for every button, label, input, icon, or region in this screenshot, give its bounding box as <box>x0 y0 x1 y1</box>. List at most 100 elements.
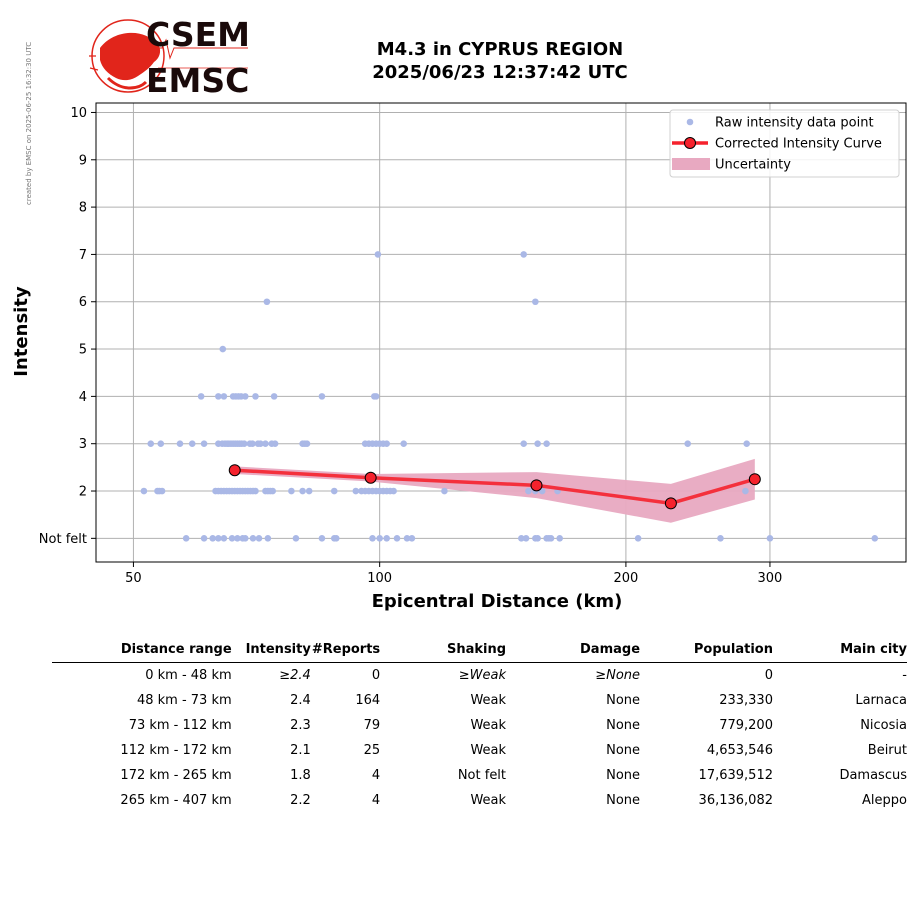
table-row: 172 km - 265 km 1.8 4 Not felt None 17,6… <box>52 763 907 788</box>
cell-reports: 4 <box>371 768 381 783</box>
cell-city: Aleppo <box>862 793 907 808</box>
legend-entry-label: Raw intensity data point <box>715 116 874 131</box>
raw-data-point <box>520 440 528 448</box>
legend-box <box>669 109 900 178</box>
cell-intensity: ≥2.4 <box>279 668 311 683</box>
cell-intensity: 2.4 <box>290 693 311 708</box>
cell-damage: None <box>606 693 641 708</box>
raw-data-point <box>215 535 222 542</box>
header-main-city: Main city <box>772 640 907 663</box>
raw-data-point <box>532 298 539 306</box>
legend-curve-marker <box>684 137 696 149</box>
legend-entry-label: Uncertainty <box>715 158 791 173</box>
cell-damage: None <box>606 793 641 808</box>
cell-shaking: Weak <box>470 693 507 708</box>
cell-damage: None <box>606 768 641 783</box>
raw-data-point <box>305 487 313 495</box>
raw-data-point <box>400 440 408 448</box>
raw-data-point <box>197 393 205 400</box>
raw-data-point <box>518 535 525 542</box>
raw-data-point <box>634 535 642 542</box>
cell-range: 73 km - 112 km <box>128 718 232 733</box>
cell-intensity: 2.1 <box>290 743 311 758</box>
raw-data-point <box>147 440 155 448</box>
table-header-row: Distance range Intensity #Reports Shakin… <box>52 640 907 663</box>
raw-data-point <box>556 535 564 542</box>
x-tick-label: 300 <box>758 571 783 586</box>
cell-shaking: Weak <box>470 718 507 733</box>
x-axis-label: Epicentral Distance (km) <box>372 591 623 612</box>
cell-range: 112 km - 172 km <box>120 743 232 758</box>
cell-city: Larnaca <box>855 693 907 708</box>
cell-shaking: Weak <box>470 743 507 758</box>
y-tick-label: 3 <box>79 437 87 452</box>
table-row: 48 km - 73 km 2.4 164 Weak None 233,330 … <box>52 688 907 713</box>
header-intensity: Intensity <box>231 640 311 663</box>
raw-data-point <box>188 440 196 448</box>
raw-data-point <box>252 487 259 495</box>
cell-shaking: ≥Weak <box>458 668 507 683</box>
raw-data-point <box>534 440 541 448</box>
raw-data-point <box>684 440 692 448</box>
y-tick-label: 10 <box>70 106 87 121</box>
raw-data-point <box>158 487 166 495</box>
curve-marker <box>530 479 543 492</box>
raw-data-point <box>871 535 879 542</box>
raw-data-point <box>441 487 448 495</box>
raw-data-point <box>249 535 257 542</box>
emsc-logo: CSEM EMSC <box>89 18 250 98</box>
y-tick-label: 2 <box>79 485 87 500</box>
raw-data-point <box>220 393 228 400</box>
raw-data-point <box>742 487 749 495</box>
title-line-1: M4.3 in CYPRUS REGION <box>376 39 624 60</box>
raw-data-point <box>140 487 148 495</box>
raw-data-point <box>408 535 416 542</box>
y-tick-label: Not felt <box>39 532 87 547</box>
svg-text:created by EMSC on 2025-06-25: created by EMSC on 2025-06-25 16:32:30 U… <box>25 42 33 205</box>
cell-city: Damascus <box>839 768 907 783</box>
raw-data-point <box>200 535 208 542</box>
y-axis-label: Intensity <box>11 286 32 377</box>
table-row: 73 km - 112 km 2.3 79 Weak None 779,200 … <box>52 713 907 738</box>
logo-text-bottom: EMSC <box>146 61 249 98</box>
cell-damage: None <box>606 743 641 758</box>
raw-data-point <box>252 393 259 400</box>
uncertainty-band <box>234 458 755 523</box>
y-tick-label: 6 <box>79 295 87 310</box>
raw-data-point <box>303 440 311 448</box>
y-tick-label: 8 <box>79 201 87 216</box>
raw-data-point <box>393 535 401 542</box>
raw-data-point <box>299 487 306 495</box>
raw-data-point <box>522 535 530 542</box>
cell-shaking: Not felt <box>457 768 507 783</box>
raw-data-point <box>318 535 326 542</box>
raw-data-point <box>241 393 249 400</box>
header-damage: Damage <box>506 640 641 663</box>
raw-data-point <box>240 440 248 448</box>
curve-marker <box>364 471 377 484</box>
raw-data-point <box>318 393 326 400</box>
raw-data-point <box>376 535 383 542</box>
raw-data-point <box>200 440 208 448</box>
raw-data-point <box>255 535 263 542</box>
cell-range: 48 km - 73 km <box>136 693 232 708</box>
raw-data-point <box>209 535 216 542</box>
raw-data-point <box>390 487 397 495</box>
raw-data-point <box>264 535 272 542</box>
title-line-2: 2025/06/23 12:37:42 UTC <box>372 62 628 83</box>
raw-data-point <box>372 393 380 400</box>
raw-data-point <box>383 535 391 542</box>
cell-shaking: Weak <box>470 793 507 808</box>
cell-population: 779,200 <box>719 718 773 733</box>
raw-data-point <box>292 535 300 542</box>
legend-entry-label: Corrected Intensity Curve <box>715 137 882 152</box>
intensity-table: Distance range Intensity #Reports Shakin… <box>52 640 907 813</box>
cell-city: Nicosia <box>860 718 907 733</box>
cell-city: - <box>902 668 907 683</box>
curve-marker <box>748 473 761 486</box>
y-tick-label: 4 <box>79 390 87 405</box>
cell-intensity: 2.2 <box>290 793 311 808</box>
raw-data-point <box>271 440 279 448</box>
cell-reports: 0 <box>371 668 381 683</box>
cell-intensity: 1.8 <box>290 768 311 783</box>
